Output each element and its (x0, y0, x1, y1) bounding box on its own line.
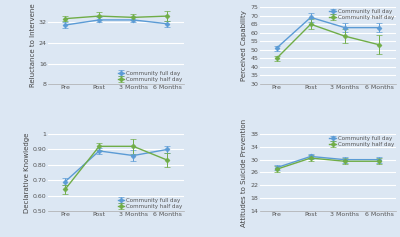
Y-axis label: Declarative Knowledge: Declarative Knowledge (24, 132, 30, 213)
Legend: Community full day, Community half day: Community full day, Community half day (117, 70, 183, 82)
Legend: Community full day, Community half day: Community full day, Community half day (329, 136, 394, 148)
Legend: Community full day, Community half day: Community full day, Community half day (329, 9, 394, 21)
Y-axis label: Attitudes to Suicide Prevention: Attitudes to Suicide Prevention (241, 118, 247, 227)
Y-axis label: Reluctance to Intervene: Reluctance to Intervene (30, 4, 36, 87)
Y-axis label: Perceived Capability: Perceived Capability (242, 10, 248, 81)
Legend: Community full day, Community half day: Community full day, Community half day (117, 197, 183, 209)
